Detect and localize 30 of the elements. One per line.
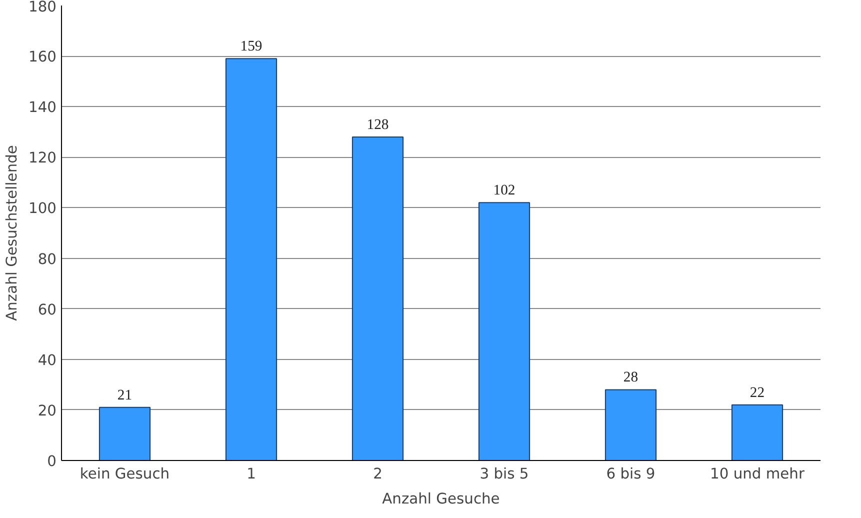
x-tick-label: 1: [246, 466, 256, 482]
data-label: 159: [240, 38, 262, 55]
bar: [731, 404, 784, 460]
bar: [478, 202, 530, 460]
y-tick-label: 60: [38, 301, 57, 318]
y-tick-label: 80: [38, 250, 57, 268]
x-tick-label: kein Gesuch: [80, 466, 170, 482]
y-tick-label: 20: [38, 402, 57, 420]
x-tick-label: 6 bis 9: [606, 466, 656, 482]
y-tick-label: 40: [38, 352, 57, 369]
y-tick-label: 180: [28, 0, 57, 16]
y-tick-label: 140: [28, 99, 57, 116]
bar: [98, 406, 151, 460]
data-label: 21: [117, 387, 132, 404]
x-tick-label: 3 bis 5: [480, 466, 529, 482]
x-axis-title: Anzahl Gesuche: [382, 490, 500, 508]
y-axis-title: Anzahl Gesuchstellende: [4, 145, 21, 321]
y-tick-label: 100: [28, 200, 57, 218]
bar: [604, 389, 657, 460]
bar: [352, 136, 404, 460]
y-tick-label: 0: [47, 453, 57, 470]
x-tick-label: 2: [373, 466, 382, 482]
data-label: 28: [623, 370, 638, 386]
data-label: 22: [750, 384, 765, 401]
y-tick-label: 160: [28, 48, 57, 66]
x-tick-label: 10 und mehr: [710, 466, 806, 482]
bar: [225, 58, 278, 460]
y-tick-label: 120: [28, 150, 57, 167]
data-label: 128: [366, 116, 389, 133]
data-label: 102: [493, 182, 516, 199]
